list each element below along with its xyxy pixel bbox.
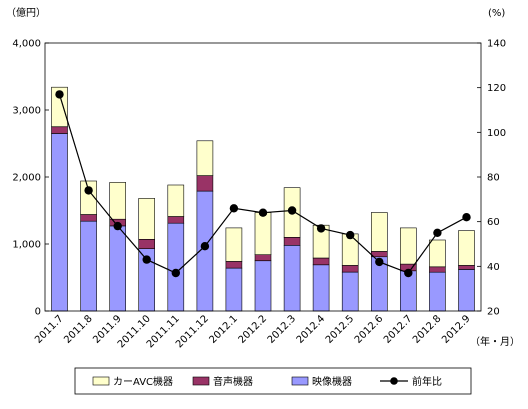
bar-seg-1-13: [429, 266, 446, 273]
bar-seg-0-8: [283, 245, 301, 312]
legend-swatch-1: [192, 376, 210, 386]
line-point-10: [346, 230, 355, 240]
bar-seg-2-6: [225, 227, 243, 262]
x-tick-label-9: 2012.4: [295, 313, 328, 346]
line-point-4: [171, 268, 180, 278]
x-axis-unit: （年・月）: [470, 335, 520, 348]
bar-seg-2-7: [254, 212, 272, 256]
bar-seg-2-5: [196, 140, 214, 176]
line-point-8: [287, 206, 297, 215]
bar-seg-2-13: [429, 239, 446, 268]
bars-group: [51, 86, 475, 312]
line-point-7: [258, 208, 268, 217]
right-tick-label-6: 140: [487, 39, 506, 50]
left-tick-label-1: 1,000: [12, 240, 41, 251]
right-tick-label-2: 60: [487, 217, 500, 228]
bar-seg-1-5: [196, 175, 214, 192]
bar-seg-2-3: [138, 198, 155, 240]
bar-seg-2-4: [167, 184, 185, 217]
legend-label-2: 映像機器: [312, 375, 352, 388]
legend-swatch-0: [92, 376, 110, 386]
bar-seg-1-6: [225, 261, 243, 269]
line-point-12: [404, 268, 413, 278]
line-point-3: [142, 255, 151, 264]
bar-seg-0-2: [109, 225, 126, 312]
line-point-1: [84, 186, 93, 195]
bar-seg-0-13: [429, 271, 446, 312]
line-point-2: [113, 221, 122, 231]
x-tick-label-6: 2012.1: [208, 313, 241, 346]
bar-seg-0-1: [80, 220, 97, 312]
bar-seg-1-3: [138, 239, 155, 250]
bar-seg-2-2: [109, 182, 126, 220]
legend-label-0: カーAVC機器: [113, 375, 173, 388]
x-tick-label-14: 2012.9: [440, 313, 473, 346]
right-tick-label-4: 100: [487, 128, 506, 139]
right-tick-label-5: 120: [487, 83, 506, 94]
bar-seg-0-14: [458, 269, 475, 312]
bar-seg-2-12: [399, 227, 417, 265]
bar-seg-1-1: [80, 214, 97, 222]
x-tick-label-13: 2012.8: [411, 313, 444, 346]
x-tick-label-11: 2012.6: [353, 313, 386, 346]
x-tick-label-1: 2011.8: [62, 313, 95, 346]
bar-seg-0-9: [312, 264, 330, 312]
left-tick-label-0: 0: [35, 307, 41, 318]
line-point-14: [462, 213, 471, 222]
x-tick-label-10: 2012.5: [324, 313, 357, 346]
x-tick-label-12: 2012.7: [382, 313, 415, 346]
bar-seg-0-7: [254, 260, 272, 312]
bar-seg-1-7: [254, 254, 272, 261]
line-point-0: [55, 90, 64, 99]
legend-swatch-2: [291, 376, 309, 386]
legend-label-3: 前年比: [412, 375, 442, 388]
bar-seg-1-8: [283, 237, 301, 246]
legend: カーAVC機器 音声機器 映像機器 前年比: [74, 367, 472, 395]
line-point-6: [229, 204, 239, 213]
x-tick-label-7: 2012.2: [237, 313, 270, 346]
bar-seg-1-14: [458, 265, 475, 270]
bar-seg-1-9: [312, 257, 330, 266]
right-axis-unit: (%): [488, 8, 505, 19]
bar-seg-0-0: [51, 133, 68, 312]
x-tick-label-0: 2011.7: [33, 313, 66, 346]
bar-seg-1-4: [167, 216, 185, 224]
bar-seg-0-10: [341, 271, 359, 312]
left-tick-label-3: 3,000: [12, 106, 41, 117]
left-tick-label-4: 4,000: [12, 39, 41, 50]
line-group: [55, 90, 471, 278]
left-axis-unit: （億円）: [6, 6, 46, 19]
right-tick-label-0: 20: [487, 307, 500, 318]
bar-seg-0-6: [225, 267, 243, 312]
bar-seg-1-10: [341, 265, 359, 273]
line-point-11: [375, 257, 384, 267]
x-tick-label-8: 2012.3: [266, 313, 299, 346]
line-point-9: [316, 224, 326, 233]
bar-seg-2-0: [51, 86, 68, 127]
bar-seg-2-14: [458, 230, 475, 266]
legend-label-1: 音声機器: [213, 375, 253, 388]
bar-seg-1-0: [51, 126, 68, 134]
left-tick-label-2: 2,000: [12, 173, 41, 184]
right-tick-label-1: 40: [487, 262, 500, 273]
bar-seg-2-11: [370, 212, 388, 252]
line-point-5: [200, 242, 210, 251]
line-point-13: [433, 228, 442, 237]
right-tick-label-3: 80: [487, 173, 500, 184]
legend-marker-3: [390, 377, 398, 385]
